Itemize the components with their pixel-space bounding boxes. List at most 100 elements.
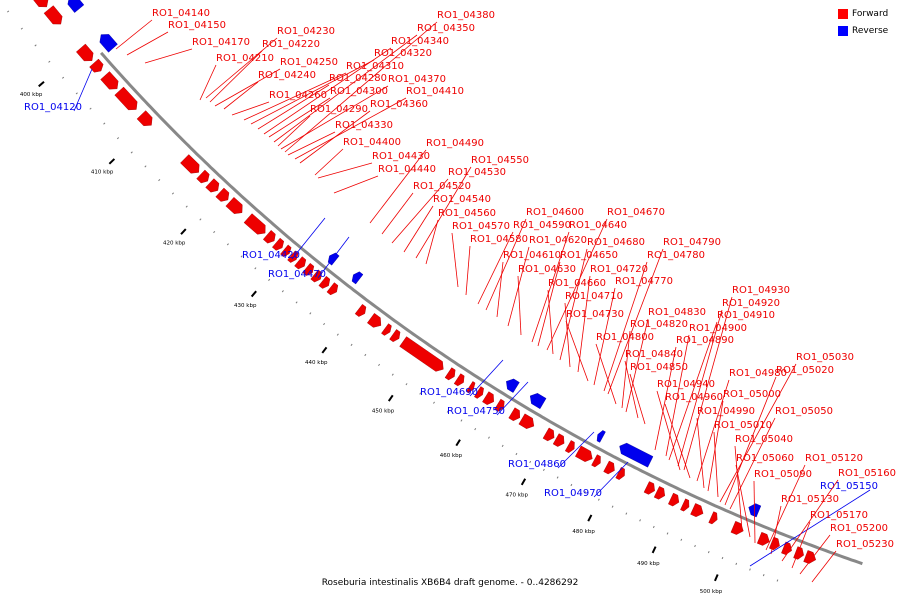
gene-leader-line bbox=[753, 480, 756, 544]
forward-gene-glyph bbox=[730, 520, 744, 535]
forward-gene-glyph bbox=[310, 269, 323, 283]
gene-label: RO1_04940 bbox=[657, 379, 715, 390]
gene-leader-line bbox=[593, 461, 629, 498]
reverse-gene-glyph bbox=[506, 378, 520, 393]
tick-label: 470 kbp bbox=[506, 493, 529, 499]
tick-label: 410 kbp bbox=[91, 170, 114, 176]
tick-mark bbox=[180, 228, 187, 235]
gene-label: RO1_04570 bbox=[452, 221, 510, 232]
gene-label: RO1_04710 bbox=[565, 291, 623, 302]
gene-label: RO1_04120 bbox=[24, 102, 82, 113]
gene-leader-line bbox=[664, 403, 691, 479]
forward-gene-glyph bbox=[466, 381, 476, 394]
gene-leader-line bbox=[451, 232, 459, 288]
gene-label: RO1_04360 bbox=[370, 99, 428, 110]
minor-tick bbox=[639, 519, 641, 522]
gene-leader-line bbox=[268, 97, 331, 138]
minor-tick bbox=[336, 333, 339, 336]
gene-label: RO1_04670 bbox=[607, 207, 665, 218]
tick-label: 490 kbp bbox=[637, 561, 660, 567]
minor-tick bbox=[556, 476, 559, 479]
gene-leader-line bbox=[770, 505, 782, 555]
gene-label: RO1_04850 bbox=[630, 362, 688, 373]
gene-leader-line bbox=[734, 445, 743, 531]
gene-leader-line bbox=[724, 376, 777, 506]
minor-tick bbox=[611, 505, 614, 508]
tick-mark bbox=[520, 478, 527, 486]
legend-reverse-swatch bbox=[838, 26, 848, 36]
minor-tick bbox=[405, 383, 408, 386]
gene-leader-line bbox=[369, 149, 427, 224]
gene-label: RO1_04600 bbox=[526, 207, 584, 218]
gene-leader-line bbox=[629, 373, 646, 425]
minor-tick bbox=[597, 498, 600, 501]
gene-label: RO1_05090 bbox=[754, 469, 812, 480]
minor-tick bbox=[323, 322, 326, 326]
tick-mark bbox=[587, 514, 593, 522]
forward-gene-glyph bbox=[680, 498, 690, 512]
minor-tick bbox=[254, 267, 257, 270]
gene-label: RO1_04280 bbox=[329, 73, 387, 84]
gene-leader-line bbox=[257, 84, 330, 130]
gene-leader-line bbox=[496, 261, 504, 318]
gene-label: RO1_04150 bbox=[168, 20, 226, 31]
gene-leader-line bbox=[317, 162, 373, 179]
forward-gene-glyph bbox=[399, 336, 444, 372]
forward-gene-glyph bbox=[474, 386, 484, 399]
gene-label: RO1_05030 bbox=[796, 352, 854, 363]
minor-tick bbox=[625, 512, 628, 515]
forward-gene-glyph bbox=[803, 550, 817, 564]
gene-label: RO1_04420 bbox=[242, 250, 300, 261]
forward-gene-glyph bbox=[453, 373, 465, 387]
legend-reverse-label: Reverse bbox=[852, 26, 889, 36]
gene-leader-line bbox=[496, 381, 529, 416]
gene-leader-line bbox=[593, 287, 616, 386]
gene-label: RO1_04960 bbox=[665, 392, 723, 403]
forward-gene-glyph bbox=[33, 0, 49, 8]
gene-label: RO1_05000 bbox=[723, 389, 781, 400]
gene-label: RO1_04820 bbox=[630, 319, 688, 330]
gene-leader-line bbox=[391, 178, 449, 244]
reverse-gene-glyph bbox=[99, 34, 118, 53]
minor-tick bbox=[460, 419, 463, 422]
gene-leader-line bbox=[294, 97, 407, 160]
gene-leader-line bbox=[199, 64, 217, 101]
forward-gene-glyph bbox=[575, 445, 593, 462]
gene-label: RO1_04490 bbox=[426, 138, 484, 149]
forward-gene-glyph bbox=[136, 110, 153, 127]
gene-leader-line bbox=[284, 21, 438, 153]
gene-label: RO1_04410 bbox=[406, 86, 464, 97]
minor-tick bbox=[433, 401, 435, 404]
minor-tick bbox=[721, 556, 724, 560]
gene-leader-line bbox=[557, 431, 595, 469]
gene-leader-line bbox=[683, 296, 733, 471]
gene-leader-line bbox=[713, 431, 719, 498]
forward-gene-glyph bbox=[100, 71, 119, 90]
minor-tick bbox=[61, 76, 65, 79]
minor-tick bbox=[488, 436, 490, 439]
gene-leader-line bbox=[223, 81, 259, 110]
gene-label: RO1_04890 bbox=[676, 335, 734, 346]
forward-gene-glyph bbox=[215, 187, 230, 202]
forward-gene-glyph bbox=[769, 536, 780, 551]
forward-gene-glyph bbox=[482, 391, 494, 405]
forward-gene-glyph bbox=[603, 460, 615, 475]
gene-label: RO1_04690 bbox=[420, 387, 478, 398]
minor-tick bbox=[364, 353, 367, 357]
minor-tick bbox=[20, 27, 23, 30]
map-caption: Roseburia intestinalis XB6B4 draft genom… bbox=[321, 578, 579, 588]
tick-label: 500 kbp bbox=[700, 589, 723, 595]
minor-tick bbox=[378, 363, 381, 367]
genome-backbone bbox=[99, 51, 863, 566]
forward-gene-glyph bbox=[287, 250, 299, 263]
gene-label: RO1_04920 bbox=[722, 298, 780, 309]
forward-gene-glyph bbox=[243, 213, 266, 235]
gene-leader-line bbox=[546, 218, 608, 351]
tick-mark bbox=[250, 290, 257, 298]
tick-mark bbox=[651, 546, 657, 554]
minor-tick bbox=[350, 343, 353, 346]
gene-leader-line bbox=[144, 48, 193, 64]
tick-label: 400 kbp bbox=[20, 92, 43, 98]
gene-leader-line bbox=[696, 379, 730, 482]
gene-leader-line bbox=[465, 245, 471, 296]
